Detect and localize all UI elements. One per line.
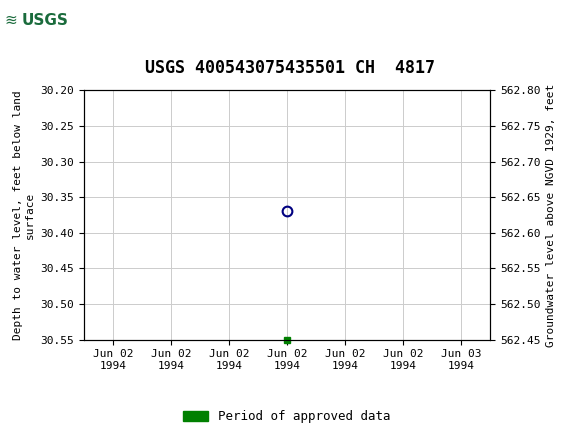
Y-axis label: Depth to water level, feet below land
surface: Depth to water level, feet below land su… xyxy=(13,90,35,340)
Y-axis label: Groundwater level above NGVD 1929, feet: Groundwater level above NGVD 1929, feet xyxy=(546,83,556,347)
Text: USGS: USGS xyxy=(22,13,69,28)
Text: ≋: ≋ xyxy=(5,13,17,28)
FancyBboxPatch shape xyxy=(3,3,58,40)
Legend: Period of approved data: Period of approved data xyxy=(179,405,396,428)
Text: USGS 400543075435501 CH  4817: USGS 400543075435501 CH 4817 xyxy=(145,59,435,77)
